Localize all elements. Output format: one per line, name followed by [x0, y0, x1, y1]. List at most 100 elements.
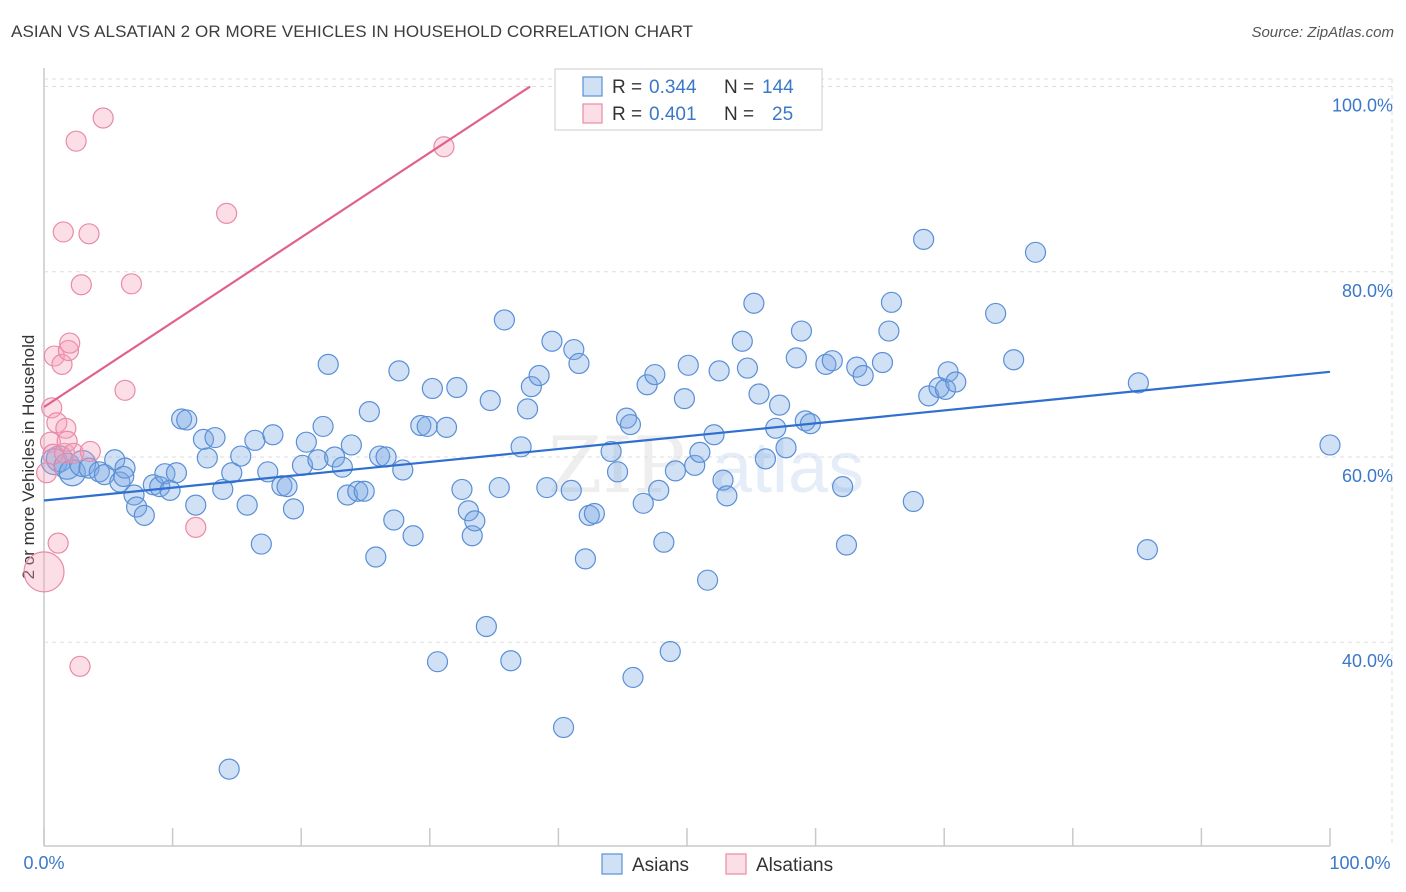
alsatian-point [56, 430, 78, 452]
alsatian-point [433, 136, 455, 158]
asian-point [416, 415, 438, 438]
asian-points [40, 228, 1341, 780]
asian-point [768, 394, 791, 416]
asian-point [358, 401, 380, 423]
legend-box [554, 68, 823, 131]
alsatian-point [216, 202, 238, 225]
asian-point [388, 360, 410, 382]
alsatian-point [51, 353, 73, 375]
asian-point [684, 454, 706, 476]
asian-point [421, 377, 443, 400]
alsatian-point [43, 345, 65, 367]
asian-point [673, 388, 696, 410]
legend-n-value-alsatians: 25 [772, 104, 793, 125]
asian-point [1003, 349, 1025, 371]
alsatian-point [57, 339, 80, 362]
bottom-legend-swatch-asians [601, 853, 623, 875]
asian-point [600, 440, 622, 463]
bottom-legend-label-alsatians: Alsatians [756, 855, 833, 876]
asian-point [1136, 539, 1158, 561]
asian-point [154, 463, 176, 485]
asian-point [212, 478, 234, 501]
asian-point [500, 650, 522, 672]
asian-point [353, 480, 375, 502]
asian-point [945, 371, 967, 393]
asian-point [880, 291, 903, 313]
alsatian-point [79, 440, 101, 463]
asian-point [114, 457, 136, 479]
asian-point [536, 476, 558, 499]
x-ticks [43, 828, 1331, 846]
asian-point [664, 460, 687, 482]
asian-point [568, 352, 590, 375]
alsatian-point [42, 443, 64, 465]
alsatian-point [70, 274, 92, 296]
asian-point [775, 437, 797, 459]
asian-point [606, 461, 629, 483]
asian-point [457, 500, 479, 522]
asian-point [1024, 241, 1047, 263]
asian-point [852, 364, 874, 387]
watermark: ZIP atlas [548, 421, 864, 511]
asian-point [185, 494, 207, 516]
legend-r-value-asians: 0.344 [649, 77, 697, 98]
alsatian-point [35, 462, 58, 484]
asian-point [985, 302, 1007, 325]
asian-point [563, 338, 585, 361]
asian-point [426, 651, 449, 673]
asian-point [913, 228, 935, 250]
asian-point [716, 485, 738, 507]
asian-point [648, 479, 670, 501]
asian-point [835, 534, 858, 556]
asian-point [677, 354, 699, 376]
asian-point [878, 320, 900, 342]
asian-point [230, 445, 252, 467]
bottom-legend-swatch-alsatians [725, 853, 747, 875]
asian-point [1319, 434, 1341, 456]
alsatian-point [114, 379, 136, 401]
watermark-zip: ZIP [548, 421, 686, 511]
asian-point [375, 446, 397, 468]
legend-r-label-asians: R = [612, 77, 642, 98]
asian-point [644, 363, 666, 386]
asian-point [204, 426, 226, 449]
legend-n-label-alsatians: N = [724, 104, 754, 125]
asian-point [244, 429, 266, 451]
trend-lines [43, 85, 1331, 502]
asian-point [560, 479, 582, 501]
asian-point [622, 666, 644, 689]
asian-point [574, 548, 597, 570]
asian-point [218, 758, 240, 780]
y-tick-labels: 40.0% 60.0% 80.0% 100.0% [1332, 96, 1393, 672]
alsatian-point [65, 130, 87, 152]
asian-point [516, 398, 539, 420]
asian-point [113, 465, 135, 488]
asian-point [748, 383, 770, 405]
bottom-legend-label-asians: Asians [632, 855, 689, 876]
asian-point [446, 376, 468, 399]
asian-point [583, 502, 606, 525]
asian-point [871, 351, 894, 374]
asian-point [743, 292, 765, 314]
asian-point [696, 569, 719, 591]
asian-point [435, 416, 458, 438]
asian-point [632, 492, 654, 514]
asian-point [790, 320, 813, 342]
asian-point [712, 469, 734, 491]
asian-point [689, 441, 711, 463]
asian-point [902, 490, 924, 513]
asian-point [475, 615, 497, 638]
asian-point [731, 330, 753, 352]
y-tick-label: 100.0% [1332, 96, 1393, 116]
asian-point [125, 496, 148, 518]
legend-r-value-alsatians: 0.401 [649, 104, 697, 125]
alsatian-trend-line [43, 85, 531, 408]
asian-point [832, 476, 854, 498]
asian-point [520, 376, 542, 398]
asian-point [479, 389, 501, 412]
alsatian-point [92, 107, 114, 129]
asian-point [785, 347, 807, 369]
asian-point [410, 414, 432, 437]
alsatian-point [59, 332, 81, 354]
